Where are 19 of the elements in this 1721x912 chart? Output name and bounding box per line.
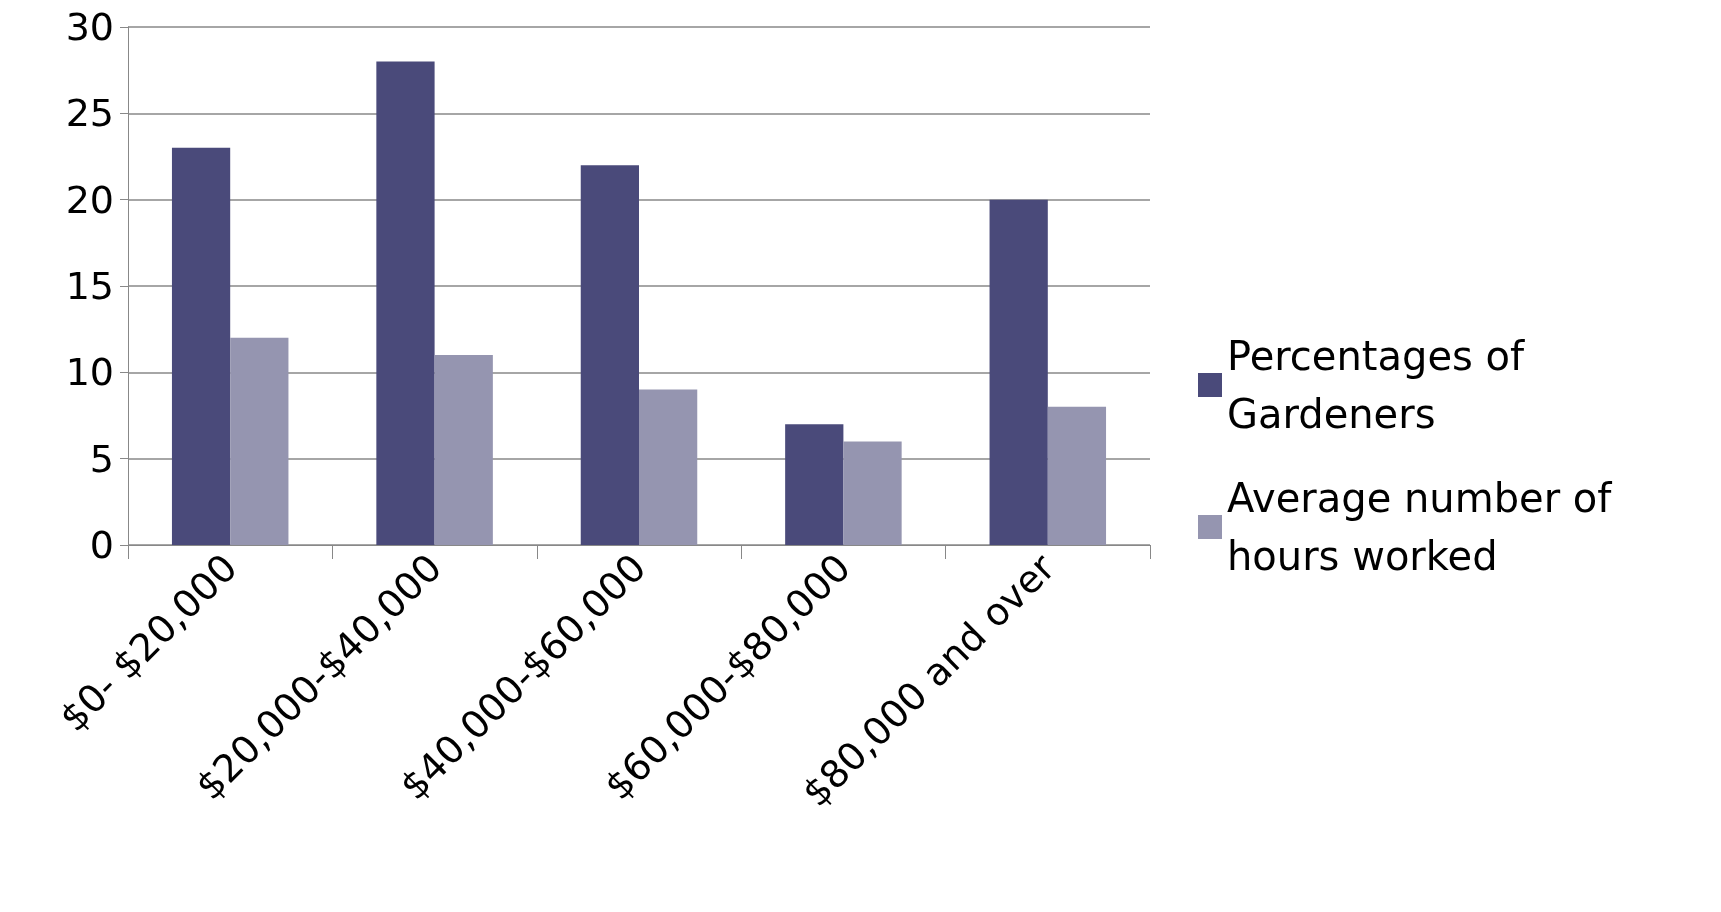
bar <box>639 389 698 545</box>
y-tick-label: 20 <box>65 177 114 222</box>
legend-label: Percentages of Gardeners <box>1227 333 1537 437</box>
bar <box>989 199 1048 545</box>
y-tick-label: 15 <box>65 264 114 308</box>
y-tick-label: 25 <box>65 91 114 136</box>
bar <box>580 165 639 545</box>
y-tick-label: 30 <box>65 5 114 49</box>
bar <box>843 441 902 545</box>
y-tick-label: 0 <box>89 523 114 567</box>
bar <box>171 147 231 545</box>
bar <box>1047 406 1107 545</box>
y-tick-label: 5 <box>89 436 114 481</box>
bar <box>434 355 493 545</box>
bar <box>376 61 435 545</box>
legend-label: Average number of hours worked <box>1227 475 1625 579</box>
y-tick-label: 10 <box>65 350 114 395</box>
bar <box>230 337 289 545</box>
bar <box>785 424 844 545</box>
